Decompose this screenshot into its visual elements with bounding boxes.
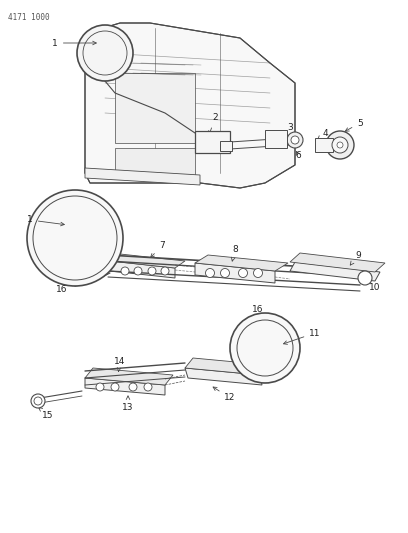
Circle shape bbox=[237, 320, 293, 376]
Polygon shape bbox=[110, 254, 185, 268]
Circle shape bbox=[230, 313, 300, 383]
Polygon shape bbox=[290, 262, 380, 281]
Circle shape bbox=[83, 31, 127, 75]
Circle shape bbox=[27, 190, 123, 286]
Polygon shape bbox=[85, 168, 200, 185]
Circle shape bbox=[31, 394, 45, 408]
Text: 16: 16 bbox=[252, 305, 264, 314]
Text: 2: 2 bbox=[209, 114, 218, 134]
Circle shape bbox=[206, 269, 215, 278]
Circle shape bbox=[33, 196, 117, 280]
Polygon shape bbox=[290, 253, 385, 272]
Polygon shape bbox=[195, 255, 288, 271]
Polygon shape bbox=[110, 261, 175, 278]
Circle shape bbox=[326, 131, 354, 159]
Circle shape bbox=[337, 142, 343, 148]
Circle shape bbox=[148, 267, 156, 275]
Bar bbox=[265, 130, 287, 148]
Text: 13: 13 bbox=[122, 396, 134, 411]
Polygon shape bbox=[85, 23, 295, 188]
Bar bbox=[220, 141, 232, 151]
Text: 9: 9 bbox=[350, 251, 361, 265]
Circle shape bbox=[77, 25, 133, 81]
Circle shape bbox=[253, 269, 262, 278]
Bar bbox=[115, 148, 195, 178]
Polygon shape bbox=[85, 378, 165, 395]
Text: 10: 10 bbox=[369, 284, 381, 293]
Circle shape bbox=[129, 383, 137, 391]
Text: 16: 16 bbox=[56, 285, 68, 294]
Circle shape bbox=[358, 271, 372, 285]
Text: 15: 15 bbox=[39, 408, 54, 419]
Circle shape bbox=[134, 267, 142, 275]
Circle shape bbox=[287, 132, 303, 148]
Text: 1: 1 bbox=[52, 38, 96, 47]
Circle shape bbox=[34, 397, 42, 405]
Text: 6: 6 bbox=[295, 150, 301, 159]
Bar bbox=[195, 131, 230, 153]
Text: 7: 7 bbox=[151, 241, 165, 257]
Text: 5: 5 bbox=[345, 118, 363, 131]
Text: 8: 8 bbox=[231, 246, 238, 261]
Polygon shape bbox=[85, 368, 173, 385]
Circle shape bbox=[161, 267, 169, 275]
Circle shape bbox=[332, 137, 348, 153]
Circle shape bbox=[111, 383, 119, 391]
Circle shape bbox=[291, 136, 299, 144]
Bar bbox=[115, 73, 195, 143]
Text: 4171 1000: 4171 1000 bbox=[8, 13, 50, 22]
Text: 4: 4 bbox=[317, 128, 328, 140]
Circle shape bbox=[121, 267, 129, 275]
Text: 12: 12 bbox=[213, 387, 236, 402]
Text: 3: 3 bbox=[275, 123, 293, 137]
Text: 14: 14 bbox=[114, 357, 126, 372]
Circle shape bbox=[239, 269, 248, 278]
Polygon shape bbox=[195, 263, 275, 283]
Bar bbox=[315, 138, 333, 152]
Polygon shape bbox=[185, 358, 268, 375]
Text: 11: 11 bbox=[284, 328, 321, 344]
Text: 1: 1 bbox=[27, 215, 64, 226]
Circle shape bbox=[220, 269, 229, 278]
Polygon shape bbox=[185, 368, 262, 385]
Circle shape bbox=[144, 383, 152, 391]
Circle shape bbox=[96, 383, 104, 391]
